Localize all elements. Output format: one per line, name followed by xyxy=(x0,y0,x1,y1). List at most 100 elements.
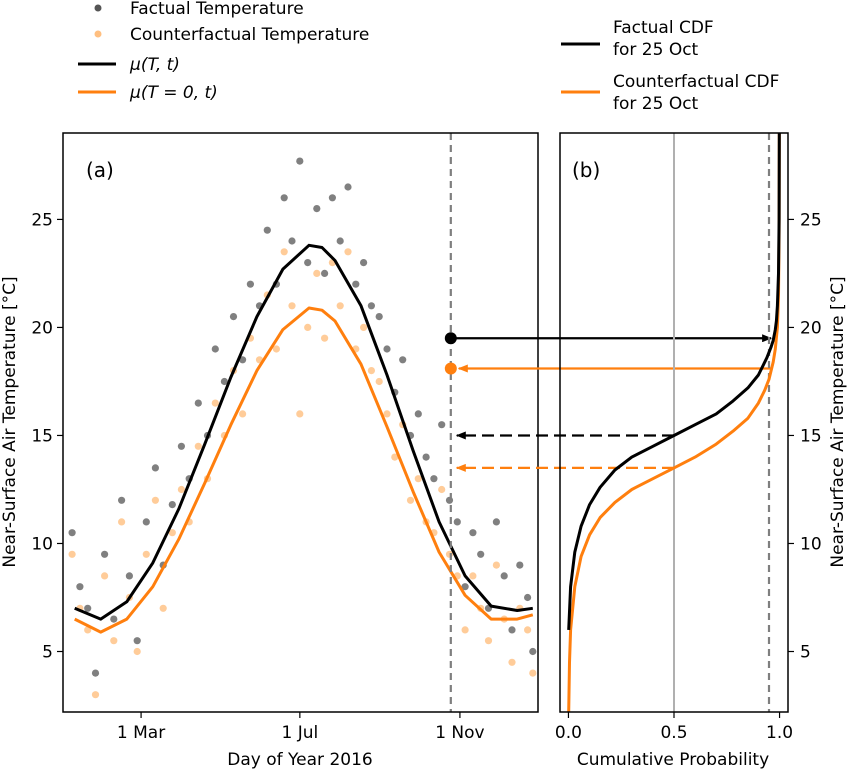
x-tick-label: 1 Mar xyxy=(117,723,165,743)
legend-factual-label: Factual Temperature xyxy=(130,0,304,19)
scatter-point xyxy=(321,334,329,342)
scatter-point xyxy=(477,550,485,558)
y-tick-label: 5 xyxy=(42,643,53,663)
scatter-point xyxy=(296,157,304,165)
y-tick-label: 15 xyxy=(800,426,822,446)
scatter-point xyxy=(142,550,150,558)
y-tick-label: 5 xyxy=(800,643,811,663)
scatter-point xyxy=(91,691,100,699)
scatter-point xyxy=(118,518,126,526)
x-tick-label: 1 Jul xyxy=(281,723,318,743)
scatter-point xyxy=(375,377,383,386)
scatter-point xyxy=(529,669,537,677)
scatter-point xyxy=(445,496,454,504)
y-tick-label: 20 xyxy=(800,318,822,338)
scatter-point xyxy=(194,442,202,450)
scatter-point xyxy=(453,518,461,526)
scatter-point xyxy=(110,615,118,623)
scatter-point xyxy=(142,518,150,526)
cdf-line-factual xyxy=(567,132,781,630)
scatter-point xyxy=(101,550,109,558)
scatter-point xyxy=(280,248,288,256)
scatter-point xyxy=(110,637,118,645)
legend-factual-cdf-line2: for 25 Oct xyxy=(613,40,699,60)
scatter-point xyxy=(461,626,469,634)
scatter-point xyxy=(91,669,100,677)
scatter-point xyxy=(375,313,383,321)
scatter-point xyxy=(239,410,247,418)
scatter-point xyxy=(151,496,159,504)
x-tick-label: 0.0 xyxy=(555,723,582,743)
panel-a-y-ticks: 5 10 15 20 25 xyxy=(31,210,63,663)
scatter-point xyxy=(352,280,360,288)
legend: Factual Temperature Counterfactual Tempe… xyxy=(78,0,369,103)
scatter-point xyxy=(383,410,391,418)
legend-mu0-label: μ(T = 0, t) xyxy=(129,83,218,103)
scatter-point xyxy=(360,259,368,267)
panel-b: 5 10 15 20 25 0.0 0.5 1.0 (b) Cumulative Proba… xyxy=(555,132,848,770)
scatter-point xyxy=(344,183,352,191)
scatter-point xyxy=(168,529,176,537)
scatter-point xyxy=(492,561,500,569)
scatter-point xyxy=(524,593,532,602)
scatter-point xyxy=(438,421,446,429)
scatter-point xyxy=(492,518,500,526)
scatter-point xyxy=(328,194,336,202)
y-tick-label: 10 xyxy=(31,534,53,554)
y-axis-label-a: Near-Surface Air Temperature [°C] xyxy=(0,276,20,567)
scatter-point xyxy=(529,647,537,656)
scatter-point xyxy=(360,323,368,331)
scatter-point xyxy=(272,345,280,353)
y-tick-label: 15 xyxy=(31,426,53,446)
scatter-point xyxy=(239,356,247,364)
scatter-point xyxy=(101,572,109,580)
series-line-factual-mean xyxy=(74,243,534,621)
panel-b-x-ticks: 0.0 0.5 1.0 xyxy=(555,712,793,743)
transfer-arrows xyxy=(444,332,773,472)
scatter-point xyxy=(177,485,185,494)
legend-counterfactual-dot xyxy=(94,30,102,38)
legend-factual-cdf-label: Factual CDF for 25 Oct xyxy=(613,18,719,60)
scatter-point xyxy=(177,442,185,450)
scatter-point xyxy=(211,399,219,407)
scatter-point xyxy=(399,356,407,364)
y-axis-label-b: Near-Surface Air Temperature [°C] xyxy=(828,276,848,567)
scatter-point xyxy=(296,410,304,418)
scatter-point xyxy=(304,259,312,267)
scatter-point xyxy=(406,496,415,504)
scatter-point xyxy=(220,377,228,386)
cdf-legend: Factual CDF for 25 Oct Counterfactual CD… xyxy=(561,18,779,114)
legend-factual-dot xyxy=(94,4,102,12)
scatter-point xyxy=(68,550,76,558)
scatter-point xyxy=(151,464,159,472)
scatter-point xyxy=(344,248,352,256)
scatter-point xyxy=(263,226,271,234)
y-tick-label: 25 xyxy=(31,210,53,230)
scatter-point xyxy=(133,637,141,645)
scatter-point xyxy=(430,475,438,483)
scatter-point xyxy=(159,604,167,612)
scatter-point xyxy=(500,572,508,580)
scatter-point xyxy=(313,205,321,213)
scatter-point xyxy=(383,345,391,353)
x-tick-label: 1 Nov xyxy=(435,723,484,743)
panel-b-cdf-lines xyxy=(567,132,781,713)
scatter-point xyxy=(313,269,321,277)
legend-factual-cdf-line1: Factual CDF xyxy=(613,18,714,38)
scatter-point xyxy=(125,572,133,580)
panel-a-frame xyxy=(62,132,539,713)
y-tick-label: 25 xyxy=(800,210,822,230)
scatter-point xyxy=(211,345,219,353)
arrow-start-dot xyxy=(444,362,457,375)
scatter-point xyxy=(168,501,176,509)
scatter-point xyxy=(524,626,532,634)
panel-a-label: (a) xyxy=(86,158,114,182)
scatter-point xyxy=(336,237,344,245)
series-line-counterfactual-mean xyxy=(74,306,534,634)
scatter-point xyxy=(414,475,422,483)
scatter-point xyxy=(469,529,477,537)
scatter-point xyxy=(516,561,524,569)
scatter-point xyxy=(194,399,202,407)
panel-a-x-ticks: 1 Mar 1 Jul 1 Nov xyxy=(117,712,485,743)
